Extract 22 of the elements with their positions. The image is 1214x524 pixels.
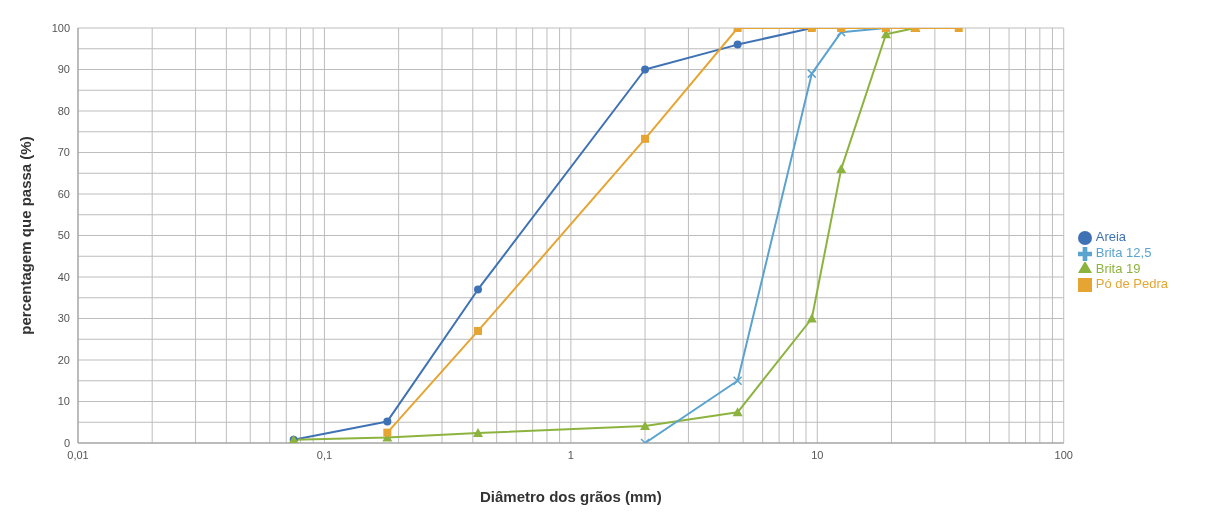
legend-label: Brita 19 [1095, 260, 1141, 276]
y-tick-label: 20 [57, 353, 70, 366]
y-tick-label: 80 [57, 104, 70, 117]
x-tick-label: 100 [1054, 448, 1073, 461]
x-axis-title: Diâmetro dos grãos (mm) [480, 487, 662, 505]
legend-label: Brita 12,5 [1095, 244, 1152, 260]
y-tick-label: 90 [57, 63, 70, 76]
x-tick-label: 10 [811, 448, 824, 461]
y-tick-label: 0 [63, 436, 70, 449]
y-tick-label: 50 [57, 229, 70, 242]
x-tick-label: 0,01 [67, 448, 89, 461]
y-tick-label: 100 [51, 21, 70, 34]
y-tick-label: 40 [57, 270, 70, 283]
x-tick-label: 1 [567, 448, 574, 461]
x-tick-label: 0,1 [316, 448, 333, 461]
y-tick-label: 30 [57, 312, 70, 325]
y-tick-label: 70 [57, 146, 70, 159]
y-tick-label: 10 [57, 395, 70, 408]
legend-label: Pó de Pedra [1095, 276, 1168, 292]
legend-label: Areia [1095, 229, 1127, 245]
y-tick-label: 60 [57, 187, 70, 200]
y-axis-title: percentagem que passa (%) [17, 136, 35, 335]
